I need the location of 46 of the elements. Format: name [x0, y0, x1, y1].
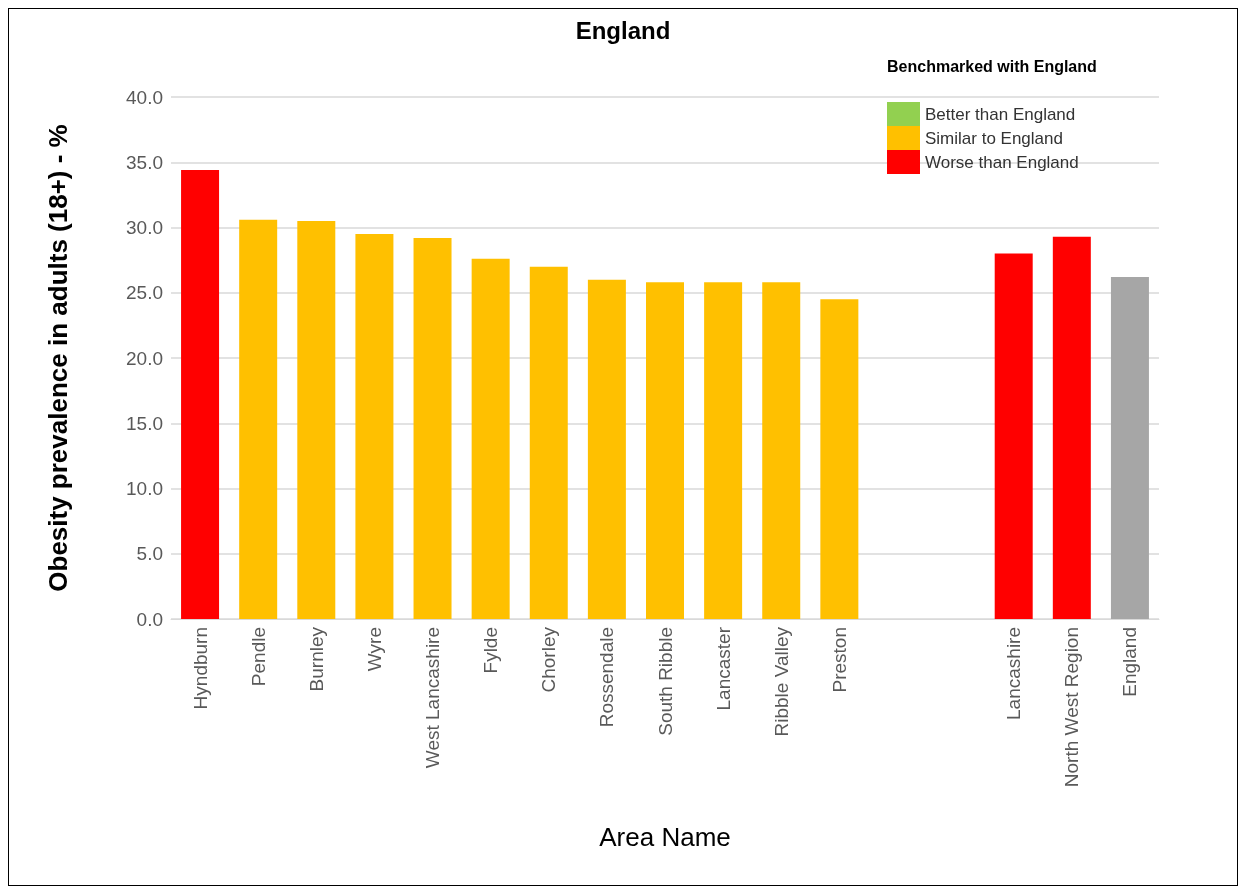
x-tick-label: Lancashire [1003, 627, 1025, 720]
legend-title: Benchmarked with England [887, 57, 1097, 75]
x-tick-label: Pendle [247, 627, 269, 687]
bar [471, 258, 510, 619]
bar [704, 282, 743, 619]
x-tick-label: West Lancashire [422, 627, 444, 769]
y-tick-label: 25.0 [126, 282, 163, 304]
legend-label: Worse than England [925, 152, 1079, 172]
y-tick-label: 20.0 [126, 347, 163, 369]
x-tick-label: Chorley [538, 626, 560, 693]
x-tick-label: Rossendale [596, 627, 618, 728]
bar [1110, 277, 1149, 619]
bar [297, 220, 336, 619]
bar [413, 237, 452, 619]
bar [820, 299, 859, 619]
y-tick-label: 15.0 [126, 412, 163, 434]
bar [181, 170, 220, 619]
bar [762, 282, 801, 619]
x-tick-label: Preston [828, 627, 850, 693]
x-tick-label: Burnley [305, 626, 327, 692]
bar [587, 279, 626, 619]
x-tick-label: England [1119, 627, 1141, 697]
y-axis-title: Obesity prevalence in adults (18+) - % [43, 124, 73, 592]
x-tick-label: Wyre [363, 627, 385, 672]
x-tick-label: Fylde [480, 627, 502, 674]
y-tick-label: 35.0 [126, 151, 163, 173]
x-axis-title: Area Name [599, 822, 731, 852]
y-tick-label: 10.0 [126, 478, 163, 499]
x-tick-label: Lancaster [712, 626, 734, 711]
chart-title: England [575, 16, 671, 44]
y-tick-label: 0.0 [136, 608, 163, 630]
legend-label: Similar to England [925, 128, 1063, 148]
x-tick-label: North West Region [1061, 627, 1083, 788]
bar [239, 219, 278, 619]
x-tick-label: Ribble Valley [770, 626, 792, 737]
x-tick-label: South Ribble [654, 627, 676, 736]
bar [355, 234, 394, 619]
bar [529, 266, 568, 619]
x-tick-label: Hyndburn [189, 627, 211, 710]
y-tick-label: 30.0 [126, 217, 163, 238]
bar [1052, 236, 1091, 619]
bar [646, 282, 684, 619]
y-tick-label: 40.0 [126, 86, 163, 108]
bar [994, 253, 1033, 619]
y-tick-label: 5.0 [136, 543, 163, 565]
legend-label: Better than England [925, 104, 1076, 124]
